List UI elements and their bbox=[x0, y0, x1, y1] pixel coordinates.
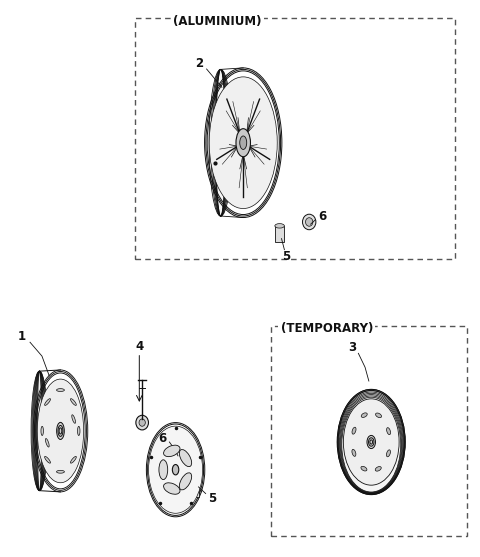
Ellipse shape bbox=[180, 449, 192, 467]
Ellipse shape bbox=[72, 415, 75, 423]
Ellipse shape bbox=[164, 483, 180, 494]
Ellipse shape bbox=[367, 436, 375, 448]
Text: 6: 6 bbox=[318, 210, 326, 223]
Ellipse shape bbox=[240, 136, 247, 149]
Ellipse shape bbox=[302, 214, 316, 229]
Ellipse shape bbox=[45, 399, 50, 405]
Ellipse shape bbox=[57, 470, 64, 473]
Ellipse shape bbox=[369, 438, 374, 446]
Text: (TEMPORARY): (TEMPORARY) bbox=[281, 322, 373, 335]
Text: (ALUMINIUM): (ALUMINIUM) bbox=[173, 15, 262, 28]
Ellipse shape bbox=[46, 438, 49, 447]
Ellipse shape bbox=[148, 426, 203, 514]
Ellipse shape bbox=[361, 466, 367, 471]
Bar bbox=[190, 481, 199, 497]
Text: 5: 5 bbox=[282, 250, 290, 263]
Ellipse shape bbox=[343, 399, 399, 485]
Ellipse shape bbox=[45, 456, 50, 463]
Ellipse shape bbox=[337, 389, 405, 495]
Text: 2: 2 bbox=[195, 57, 204, 70]
Text: 5: 5 bbox=[208, 492, 216, 505]
Ellipse shape bbox=[275, 223, 284, 228]
Bar bbox=[275, 226, 284, 242]
Ellipse shape bbox=[59, 428, 62, 434]
Bar bbox=[271, 326, 467, 536]
Ellipse shape bbox=[386, 450, 390, 457]
Ellipse shape bbox=[180, 473, 192, 490]
Text: 1: 1 bbox=[18, 330, 26, 343]
Ellipse shape bbox=[71, 456, 76, 463]
Ellipse shape bbox=[37, 379, 84, 483]
Ellipse shape bbox=[57, 422, 64, 439]
Ellipse shape bbox=[370, 440, 372, 444]
Ellipse shape bbox=[236, 129, 251, 157]
Ellipse shape bbox=[78, 426, 80, 436]
Ellipse shape bbox=[139, 419, 145, 426]
Ellipse shape bbox=[386, 428, 391, 434]
Ellipse shape bbox=[172, 465, 179, 475]
Ellipse shape bbox=[159, 460, 168, 480]
Ellipse shape bbox=[375, 467, 381, 471]
Ellipse shape bbox=[58, 426, 63, 436]
Ellipse shape bbox=[71, 399, 76, 405]
Ellipse shape bbox=[57, 389, 64, 392]
Ellipse shape bbox=[164, 445, 180, 457]
Text: 6: 6 bbox=[158, 432, 167, 444]
Ellipse shape bbox=[209, 77, 277, 208]
Ellipse shape bbox=[209, 70, 232, 216]
Text: 3: 3 bbox=[348, 341, 356, 354]
Ellipse shape bbox=[352, 449, 356, 456]
Ellipse shape bbox=[352, 427, 356, 434]
Ellipse shape bbox=[306, 218, 313, 226]
Ellipse shape bbox=[31, 371, 48, 491]
Ellipse shape bbox=[361, 413, 367, 417]
Ellipse shape bbox=[190, 478, 199, 483]
Ellipse shape bbox=[375, 413, 382, 418]
Ellipse shape bbox=[41, 426, 43, 436]
Text: 4: 4 bbox=[135, 340, 144, 353]
Ellipse shape bbox=[136, 416, 148, 430]
Bar bbox=[135, 18, 455, 259]
